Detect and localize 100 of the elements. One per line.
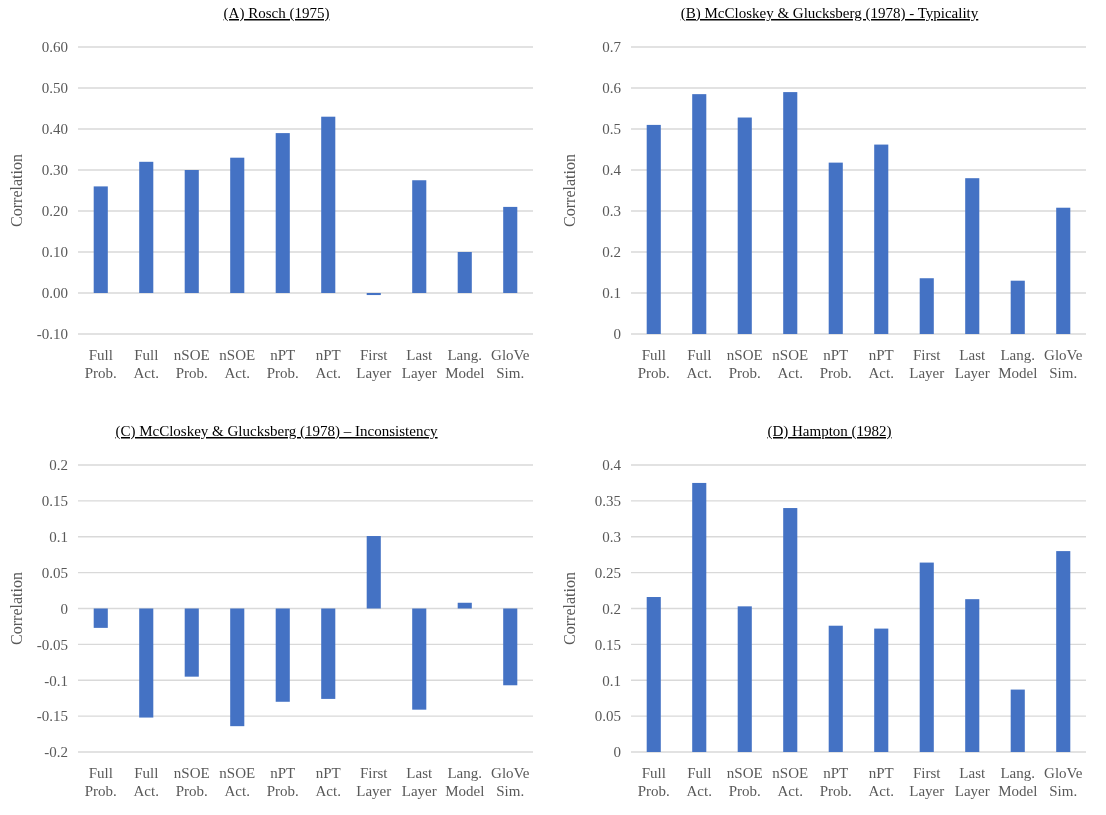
- x-tick-label: nSOE Act.: [219, 765, 256, 799]
- x-tick-label: nPT Prob.: [266, 347, 299, 381]
- y-tick-label: 0.3: [602, 203, 621, 220]
- x-tick-label: Lang. Model: [998, 765, 1038, 799]
- bar: [230, 608, 245, 727]
- chart-title: (B) McCloskey & Glucksberg (1978) - Typicality: [680, 5, 979, 22]
- bar: [457, 252, 472, 293]
- x-tick-label: Lang. Model: [445, 347, 485, 381]
- y-tick-label: 0.00: [41, 285, 68, 302]
- x-tick-label: First Layer: [356, 347, 392, 381]
- bar: [321, 608, 336, 699]
- y-tick-label: 0.1: [602, 285, 621, 302]
- y-tick-label: 0.5: [602, 121, 621, 138]
- x-tick-label: nSOE Prob.: [726, 765, 763, 799]
- y-tick-label: 0.05: [41, 564, 68, 581]
- bar: [1010, 280, 1025, 334]
- x-tick-label: GloVe Sim.: [1044, 765, 1083, 799]
- bar: [230, 157, 245, 293]
- bar: [275, 608, 290, 702]
- x-tick-label: First Layer: [356, 765, 392, 799]
- y-tick-label: 0.35: [594, 493, 621, 510]
- x-tick-label: GloVe Sim.: [491, 347, 530, 381]
- bar: [646, 597, 661, 752]
- bar: [503, 206, 518, 293]
- x-tick-label: Last Layer: [401, 765, 437, 799]
- bar: [874, 628, 889, 752]
- y-tick-label: 0.10: [41, 244, 68, 261]
- y-tick-label: -0.10: [36, 326, 68, 343]
- y-tick-label: 0.4: [602, 457, 622, 474]
- x-tick-label: Last Layer: [401, 347, 437, 381]
- bar: [93, 608, 108, 628]
- y-tick-label: 0.2: [49, 457, 68, 474]
- bar: [457, 602, 472, 609]
- y-tick-label: 0.30: [41, 162, 68, 179]
- x-tick-label: Full Prob.: [84, 347, 117, 381]
- y-tick-label: 0.1: [602, 672, 621, 689]
- x-tick-label: nPT Act.: [868, 347, 894, 381]
- y-axis-title: Correlation: [8, 572, 25, 645]
- bar: [874, 144, 889, 334]
- y-tick-label: 0: [613, 744, 621, 761]
- x-tick-label: Full Act.: [133, 347, 159, 381]
- y-tick-label: 0.2: [602, 244, 621, 261]
- x-tick-label: GloVe Sim.: [491, 765, 530, 799]
- y-tick-label: 0.25: [594, 564, 621, 581]
- x-tick-label: nPT Act.: [315, 347, 341, 381]
- y-tick-label: 0.50: [41, 80, 68, 97]
- bar: [184, 170, 199, 293]
- bar: [321, 116, 336, 293]
- x-tick-label: nPT Act.: [315, 765, 341, 799]
- x-tick-label: Full Act.: [133, 765, 159, 799]
- y-tick-label: -0.1: [44, 672, 68, 689]
- chart-title: (D) Hampton (1982): [767, 423, 892, 440]
- bar: [783, 92, 798, 334]
- bar: [646, 124, 661, 334]
- x-tick-label: First Layer: [909, 347, 945, 381]
- x-tick-label: Full Prob.: [637, 765, 670, 799]
- y-tick-label: 0.20: [41, 203, 68, 220]
- y-tick-label: 0.6: [602, 80, 622, 97]
- bar: [366, 293, 381, 296]
- bar: [919, 278, 934, 334]
- x-tick-label: Full Act.: [686, 765, 712, 799]
- x-tick-label: Lang. Model: [445, 765, 485, 799]
- x-tick-label: nSOE Prob.: [726, 347, 763, 381]
- y-axis-title: Correlation: [8, 154, 25, 227]
- bar: [737, 117, 752, 334]
- y-tick-label: 0.15: [594, 636, 621, 653]
- y-axis-title: Correlation: [561, 154, 578, 227]
- x-tick-label: nSOE Act.: [219, 347, 256, 381]
- y-tick-label: -0.15: [36, 708, 68, 725]
- bar: [139, 608, 154, 718]
- x-tick-label: Last Layer: [954, 347, 990, 381]
- x-tick-label: Full Prob.: [84, 765, 117, 799]
- y-tick-label: 0.3: [602, 529, 621, 545]
- bar: [1010, 689, 1025, 752]
- x-tick-label: nPT Prob.: [266, 765, 299, 799]
- x-tick-label: nSOE Act.: [772, 765, 809, 799]
- x-tick-label: Full Act.: [686, 347, 712, 381]
- bar: [692, 94, 707, 334]
- y-tick-label: 0.40: [41, 121, 68, 138]
- y-tick-label: 0.7: [602, 39, 622, 56]
- bar: [737, 606, 752, 752]
- bar: [275, 133, 290, 293]
- x-tick-label: Last Layer: [954, 765, 990, 799]
- bar: [93, 186, 108, 293]
- bar: [919, 562, 934, 752]
- y-tick-label: 0: [613, 326, 621, 343]
- bar: [1056, 207, 1071, 334]
- x-tick-label: nPT Prob.: [819, 347, 852, 381]
- chart-title: (C) McCloskey & Glucksberg (1978) – Inconsistency: [115, 423, 439, 440]
- x-tick-label: nPT Prob.: [819, 765, 852, 799]
- y-axis-title: Correlation: [561, 572, 578, 645]
- bar: [503, 608, 518, 686]
- bar: [412, 608, 427, 710]
- x-tick-label: Full Prob.: [637, 347, 670, 381]
- x-tick-label: First Layer: [909, 765, 945, 799]
- x-tick-label: nSOE Act.: [772, 347, 809, 381]
- y-tick-label: -0.2: [44, 744, 68, 761]
- bar: [1056, 551, 1071, 752]
- bar: [828, 162, 843, 334]
- bar: [692, 482, 707, 752]
